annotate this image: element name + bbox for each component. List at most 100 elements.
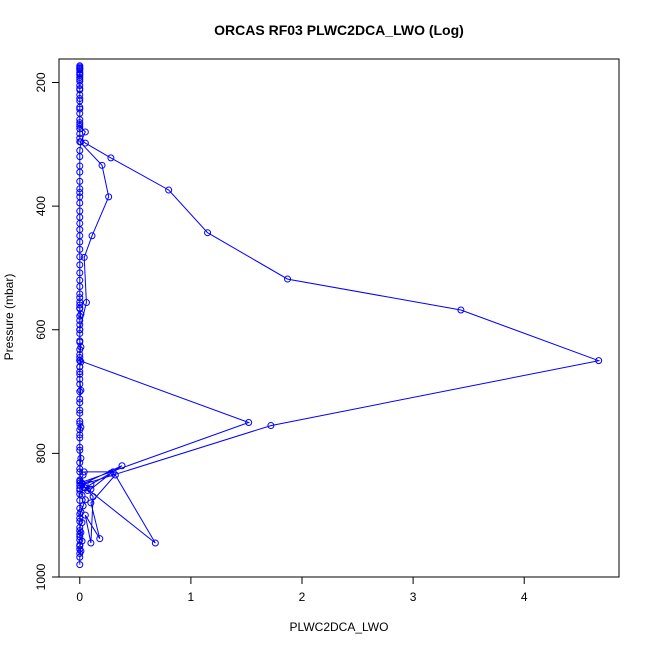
data-point: [76, 122, 84, 130]
data-point: [118, 462, 126, 470]
series-line: [78, 65, 601, 565]
data-point: [89, 493, 97, 501]
data-point: [76, 153, 84, 161]
data-point: [76, 62, 84, 70]
data-point: [457, 306, 465, 314]
data-point: [76, 134, 84, 142]
data-point: [76, 105, 84, 113]
data-point: [76, 363, 84, 371]
data-point: [76, 375, 84, 383]
data-point: [77, 358, 85, 366]
data-point: [76, 368, 84, 376]
data-point: [76, 75, 84, 83]
data-point: [76, 426, 84, 434]
data-point: [76, 199, 84, 207]
y-axis-label: Pressure (mbar): [2, 274, 16, 361]
data-point: [76, 329, 84, 337]
data-point: [76, 380, 84, 388]
x-tick-label: 0: [76, 590, 83, 604]
data-point: [76, 510, 84, 518]
data-point: [76, 545, 84, 553]
data-point: [98, 161, 106, 169]
data-point: [76, 290, 84, 298]
data-point: [76, 238, 84, 246]
data-point: [76, 74, 84, 82]
data-point: [76, 269, 84, 277]
data-point: [76, 326, 84, 334]
chart-title: ORCAS RF03 PLWC2DCA_LWO (Log): [214, 22, 464, 38]
data-point: [76, 85, 84, 93]
data-point: [76, 541, 84, 549]
x-axis-label: PLWC2DCA_LWO: [290, 620, 389, 634]
data-point: [76, 189, 84, 197]
data-point: [151, 539, 159, 547]
data-point: [76, 370, 84, 378]
data-point: [88, 232, 96, 240]
x-tick-label: 1: [188, 590, 195, 604]
data-point: [267, 422, 275, 430]
data-point: [76, 245, 84, 253]
data-point: [76, 446, 84, 454]
data-point: [76, 95, 84, 103]
data-point: [76, 395, 84, 403]
data-point: [76, 550, 84, 558]
plot-frame: [58, 58, 620, 578]
data-point: [82, 299, 90, 307]
data-point: [81, 128, 89, 136]
data-point: [76, 354, 84, 362]
x-axis: 0 1 2 3 4: [76, 576, 528, 604]
data-point: [76, 561, 84, 569]
data-point: [76, 338, 84, 346]
series-layer: [76, 62, 603, 569]
data-point: [109, 468, 117, 476]
data-point: [76, 65, 84, 73]
data-point: [595, 357, 603, 365]
x-tick-label: 3: [410, 590, 417, 604]
data-point: [76, 399, 84, 407]
data-point: [76, 431, 84, 439]
x-tick-label: 2: [299, 590, 306, 604]
data-point: [76, 304, 84, 312]
data-point: [77, 528, 85, 536]
data-point: [76, 406, 84, 414]
data-point: [76, 301, 84, 309]
data-point: [76, 138, 84, 146]
data-point: [76, 443, 84, 451]
data-point: [76, 185, 84, 193]
data-point: [77, 454, 85, 462]
data-point: [204, 229, 212, 237]
data-point: [76, 168, 84, 176]
data-point: [76, 261, 84, 269]
data-point: [76, 496, 84, 504]
data-point: [76, 346, 84, 354]
data-point: [76, 409, 84, 417]
data-point: [107, 154, 115, 162]
y-tick-label: 600: [34, 319, 48, 339]
data-point: [87, 539, 95, 547]
data-point: [76, 388, 84, 396]
y-axis: 200 400 600 800 1000: [34, 72, 60, 590]
data-point: [87, 499, 95, 507]
data-point: [284, 275, 292, 283]
data-point: [80, 253, 88, 261]
data-point: [87, 480, 95, 488]
y-tick-label: 200: [34, 72, 48, 92]
data-point: [76, 459, 84, 467]
y-tick-label: 1000: [34, 563, 48, 590]
x-tick-label: 4: [521, 590, 528, 604]
data-point: [76, 527, 84, 535]
y-tick-label: 400: [34, 196, 48, 216]
data-point: [76, 119, 84, 127]
data-point: [76, 536, 84, 544]
data-point: [76, 294, 84, 302]
series-line: [79, 141, 110, 330]
data-point: [76, 177, 84, 185]
y-tick-label: 800: [34, 443, 48, 463]
data-point: [76, 282, 84, 290]
data-point: [105, 193, 113, 201]
data-point: [165, 186, 173, 194]
data-point: [76, 121, 84, 129]
data-point: [76, 468, 84, 476]
